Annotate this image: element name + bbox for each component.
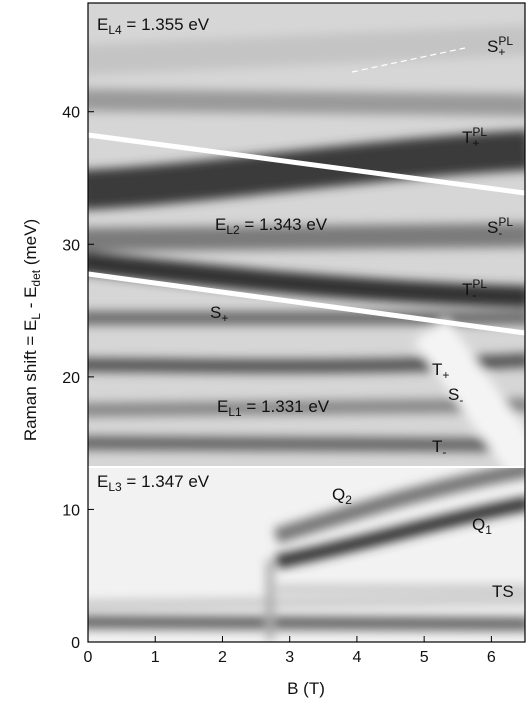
annotation-part: PL	[472, 125, 487, 139]
annotation-part: 2	[345, 493, 352, 507]
plot-frame	[87, 2, 526, 643]
annotation-part: Q	[332, 485, 345, 504]
annotation: SPL +	[487, 34, 513, 59]
annotation: EL2 = 1.343 eV	[215, 215, 328, 237]
annotation-part: T	[462, 280, 472, 299]
y-axis-label-part: - E	[21, 287, 40, 313]
y-tick-label: 40	[62, 105, 80, 122]
annotation-part: TS	[492, 582, 514, 601]
annotation-part: T	[462, 128, 472, 147]
annotation: TS	[492, 582, 514, 601]
annotation-part: = 1.343 eV	[240, 215, 328, 234]
annotation-part: T	[432, 360, 442, 379]
y-tick-label: 20	[62, 370, 80, 387]
annotation-part: L1	[228, 405, 242, 419]
annotation: EL1 = 1.331 eV	[217, 397, 330, 419]
intensity-map-bottom	[88, 468, 525, 642]
x-tick-label: 5	[420, 649, 429, 666]
annotation-part: E	[215, 215, 226, 234]
annotation-part: Q	[472, 515, 485, 534]
annotation-part: T	[432, 437, 442, 456]
x-tick-label: 4	[352, 649, 361, 666]
annotation: S-	[448, 385, 463, 407]
annotation: EL3 = 1.347 eV	[97, 472, 210, 494]
y-tick-label: 30	[62, 237, 80, 254]
annotation-part: PL	[498, 34, 513, 48]
annotation: SPL -	[487, 215, 513, 240]
annotation-part: -	[459, 393, 463, 407]
annotation-part: 1	[485, 523, 492, 537]
x-tick-label: 6	[487, 649, 496, 666]
annotation-part: S	[487, 37, 498, 56]
x-axis-label: B (T)	[287, 679, 325, 698]
annotation-part: PL	[472, 277, 487, 291]
annotation-part: = 1.355 eV	[122, 15, 210, 34]
annotation-part: S	[210, 303, 221, 322]
annotation-part: L2	[226, 223, 240, 237]
annotation-part: L4	[108, 23, 122, 37]
x-tick-label: 3	[285, 649, 294, 666]
panel-gap	[88, 466, 525, 468]
y-axis-label-part: Raman shift = E	[21, 320, 40, 441]
y-axis-label-part: L	[29, 313, 43, 320]
annotation-part: +	[221, 311, 228, 325]
annotation-part: S	[487, 218, 498, 237]
annotation: T-	[432, 437, 446, 459]
annotation-part: -	[442, 445, 446, 459]
annotation-part: -	[472, 288, 476, 302]
annotation-part: L3	[108, 480, 122, 494]
annotation-part: E	[97, 15, 108, 34]
separator-line	[88, 132, 525, 196]
y-axis-label: Raman shift = EL - Edet (meV)	[21, 219, 43, 441]
y-axis-label-part: det	[29, 269, 43, 286]
annotation: T+	[432, 360, 449, 382]
annotation-part: = 1.331 eV	[242, 397, 330, 416]
annotation-part: +	[498, 45, 505, 59]
annotation: EL4 = 1.355 eV	[97, 15, 210, 37]
annotation: Q2	[332, 485, 352, 507]
annotation-part: E	[217, 397, 228, 416]
x-tick-label: 1	[151, 649, 160, 666]
annotation-part: = 1.347 eV	[122, 472, 210, 491]
x-tick-label: 2	[218, 649, 227, 666]
intensity-map-top	[88, 3, 525, 466]
annotation: TPL -	[462, 277, 487, 302]
annotation-part: E	[97, 472, 108, 491]
y-axis-label-part: (meV)	[21, 219, 40, 270]
annotation-part: -	[498, 226, 502, 240]
annotation: Q1	[472, 515, 492, 537]
y-tick-label: 10	[62, 502, 80, 519]
annotation: TPL +	[462, 125, 487, 150]
annotation-part: PL	[498, 215, 513, 229]
y-tick-label: 0	[71, 635, 80, 652]
x-tick-label: 0	[84, 649, 93, 666]
separator-line	[88, 271, 525, 336]
annotation: S+	[210, 303, 228, 325]
annotation-part: +	[442, 368, 449, 382]
annotation-part: +	[472, 136, 479, 150]
annotation-part: S	[448, 385, 459, 404]
